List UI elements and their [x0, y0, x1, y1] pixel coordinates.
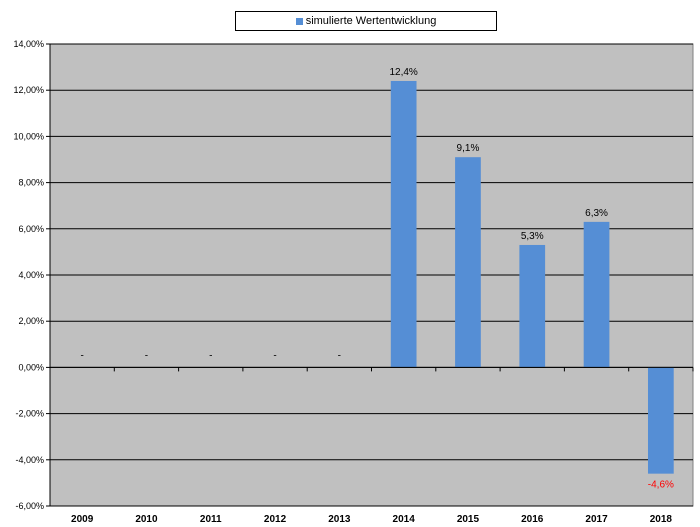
y-tick-label: 14,00%	[13, 39, 44, 49]
data-labels: - - - - - 12,4% 9,1% 5,3% 6,3% -4,6%	[80, 67, 674, 491]
bar	[519, 244, 546, 368]
bar	[647, 367, 674, 474]
y-tick-label: 0,00%	[18, 362, 44, 372]
y-tick-label: 8,00%	[18, 178, 44, 188]
x-tick-label: 2016	[521, 514, 544, 525]
x-tick-label: 2009	[71, 514, 94, 525]
data-label: -	[80, 350, 83, 361]
data-label: -	[145, 350, 148, 361]
data-label: -	[273, 350, 276, 361]
x-tick-label: 2014	[393, 514, 416, 525]
data-label: -	[209, 350, 212, 361]
data-label: 9,1%	[457, 143, 480, 154]
x-tick-label: 2011	[200, 514, 222, 525]
bar	[455, 157, 481, 368]
x-axis: 2009 2010 2011 2012 2013 2014 2015 2016 2017 2018	[49, 366, 694, 525]
bar	[390, 80, 417, 368]
y-tick-label: -6,00%	[15, 501, 44, 511]
y-tick-label: 4,00%	[18, 270, 44, 280]
bar	[583, 221, 610, 368]
data-label: 12,4%	[389, 67, 417, 78]
legend-swatch	[295, 17, 303, 25]
y-tick-label: 6,00%	[18, 224, 44, 234]
y-tick-label: -2,00%	[15, 409, 44, 419]
legend-label: simulierte Wertentwicklung	[305, 15, 437, 27]
x-tick-label: 2013	[328, 514, 351, 525]
data-label: 5,3%	[521, 231, 544, 242]
x-tick-label: 2018	[650, 514, 673, 525]
y-tick-label: -4,00%	[15, 455, 44, 465]
x-tick-label: 2012	[264, 514, 287, 525]
bars	[390, 80, 674, 474]
x-tick-label: 2010	[135, 514, 158, 525]
data-label: -4,6%	[648, 480, 674, 491]
y-axis: 14,00% 12,00% 10,00% 8,00% 6,00% 4,00% 2,00% 0,…	[13, 39, 51, 511]
legend: simulierte Wertentwicklung	[235, 11, 497, 31]
data-label: -	[338, 350, 341, 361]
x-tick-label: 2017	[585, 514, 608, 525]
x-tick-label: 2015	[457, 514, 480, 525]
y-tick-label: 10,00%	[13, 131, 44, 141]
y-tick-label: 2,00%	[18, 316, 44, 326]
y-tick-label: 12,00%	[13, 85, 44, 95]
data-label: 6,3%	[585, 208, 608, 219]
